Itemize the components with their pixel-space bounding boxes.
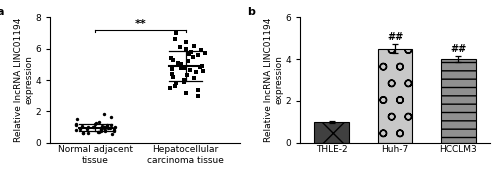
Point (171, 38, 179, 41)
Point (72, 124, 80, 127)
Point (100, 126, 108, 129)
Point (189, 55, 197, 58)
Point (95, 120, 103, 123)
Point (84, 126, 92, 129)
Point (182, 41, 190, 44)
Point (98, 129, 106, 132)
Point (174, 61, 182, 64)
Point (184, 53, 192, 56)
Point (110, 128, 118, 131)
Point (182, 91, 190, 94)
Point (72, 123, 80, 126)
Point (103, 125, 111, 128)
Point (200, 52, 208, 55)
Point (100, 125, 108, 128)
Point (89, 126, 97, 128)
Point (184, 60, 192, 63)
Point (182, 47, 190, 50)
Point (167, 57, 175, 60)
Point (98, 125, 106, 128)
Point (83, 128, 91, 130)
Point (186, 68, 194, 71)
Point (97, 126, 105, 129)
Point (95, 130, 103, 133)
Point (192, 71, 200, 74)
Point (180, 79, 188, 81)
Point (104, 127, 112, 130)
Point (91, 122, 99, 125)
Y-axis label: Relative lncRNA LINC01194
expression: Relative lncRNA LINC01194 expression (14, 18, 34, 142)
Bar (441, 59, 476, 143)
Point (111, 125, 119, 128)
Point (106, 127, 114, 130)
Text: **: ** (134, 19, 146, 29)
Point (172, 82, 180, 85)
Point (110, 130, 118, 133)
Point (107, 116, 115, 118)
Point (169, 76, 177, 78)
Point (177, 66, 185, 69)
Point (199, 69, 207, 72)
Point (100, 113, 108, 116)
Point (94, 131, 102, 134)
Point (187, 50, 195, 53)
Point (100, 126, 108, 129)
Point (168, 72, 176, 75)
Point (176, 46, 184, 49)
Bar (378, 49, 412, 143)
Point (177, 63, 185, 66)
Point (198, 65, 206, 67)
Point (103, 124, 111, 126)
Point (196, 65, 203, 68)
Point (182, 67, 190, 70)
Text: a: a (0, 7, 4, 17)
Point (166, 86, 173, 89)
Point (108, 133, 116, 135)
Point (80, 131, 88, 134)
Point (101, 129, 109, 132)
Point (84, 132, 92, 135)
Point (194, 94, 202, 97)
Point (72, 128, 80, 131)
Point (180, 80, 188, 83)
Point (92, 121, 100, 124)
Point (194, 89, 202, 92)
Text: ##: ## (450, 44, 466, 54)
Point (78, 132, 86, 134)
Point (190, 77, 198, 80)
Point (78, 124, 86, 127)
Point (168, 68, 176, 70)
Point (98, 127, 106, 130)
Point (76, 128, 84, 131)
Point (110, 127, 118, 129)
Point (108, 123, 116, 126)
Y-axis label: Relative lncRNA LINC01194
expression: Relative lncRNA LINC01194 expression (264, 18, 284, 142)
Point (183, 74, 191, 77)
Point (90, 126, 98, 129)
Point (101, 129, 109, 132)
Point (194, 54, 202, 56)
Point (197, 49, 205, 52)
Point (98, 130, 106, 132)
Point (190, 44, 198, 47)
Point (74, 118, 82, 121)
Point (170, 84, 178, 87)
Text: b: b (247, 7, 254, 17)
Bar (314, 122, 349, 143)
Point (172, 32, 179, 34)
Text: ##: ## (387, 33, 403, 42)
Point (170, 58, 177, 61)
